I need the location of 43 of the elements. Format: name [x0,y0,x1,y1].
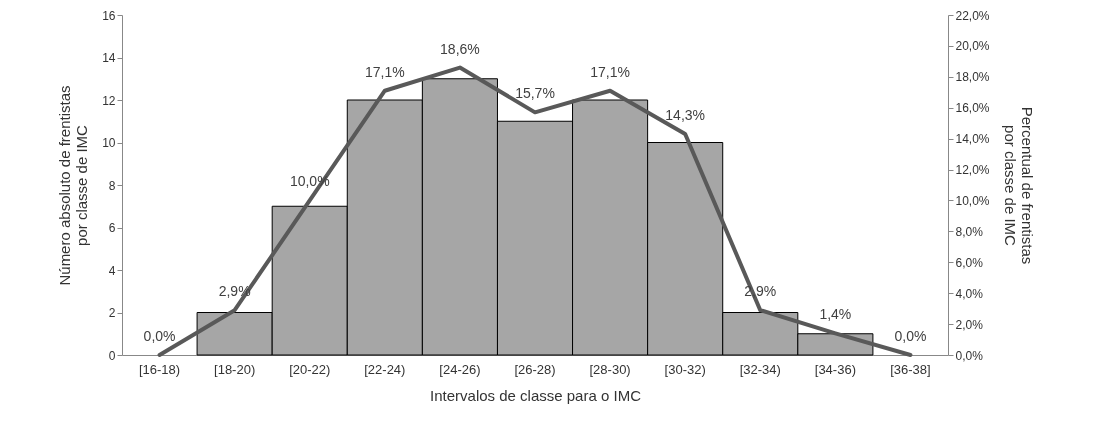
data-label: 17,1% [590,63,630,80]
y-tick-label: 10 [102,136,116,150]
y2-tick-label: 0,0% [955,348,984,363]
x-tick-label: [30-32) [664,361,706,377]
data-label: 1,4% [819,306,852,323]
data-label: 15,7% [515,85,555,102]
y2-tick-label: 4,0% [955,286,984,301]
y-tick-label: 12 [102,93,116,108]
data-label: 18,6% [440,40,480,57]
x-tick-label: [20-22) [289,361,331,377]
y-tick-label: 6 [108,221,116,235]
y2-axis-title: Percentual de frentistas por classe de IMC [1001,106,1036,265]
x-tick-label: [24-26) [439,361,481,377]
y-axis-title: Número absoluto de frentistas por classe de IMC [56,85,91,286]
y2-tick-label: 14,0% [955,132,990,147]
y-tick-label: 14 [102,51,116,65]
x-axis-title: Intervalos de classe para o IMC [430,386,642,404]
y-tick-label: 8 [108,178,116,193]
data-label: 0,0% [143,328,176,344]
y-tick-label: 0 [108,348,116,363]
y2-tick-label: 6,0% [955,255,984,270]
y-tick-label: 4 [108,263,116,278]
y2-tick-label: 18,0% [955,70,990,85]
x-tick-label: [16-18) [138,361,181,377]
x-tick-label: [26-28) [514,361,556,377]
y2-tick-label: 10,0% [955,193,990,208]
y2-tick-label: 22,0% [955,8,990,23]
x-tick-label: [32-34) [739,361,781,377]
data-label: 14,3% [665,107,706,123]
y-tick-label: 2 [108,306,116,320]
x-tick-label: [18-20) [214,361,256,377]
data-label: 0,0% [894,328,927,344]
y2-tick-label: 16,0% [955,101,990,116]
data-label: 17,1% [364,63,405,80]
y2-tick-label: 12,0% [955,163,990,178]
x-tick-label: [34-36) [814,361,856,377]
x-tick-label: [22-24) [364,361,406,377]
y2-tick-label: 2,0% [955,317,984,332]
y2-tick-label: 20,0% [955,39,990,54]
x-tick-label: [28-30) [589,361,631,377]
x-tick-label: [36-38] [890,361,931,377]
y2-tick-label: 8,0% [955,224,984,239]
y-tick-label: 16 [102,8,116,23]
